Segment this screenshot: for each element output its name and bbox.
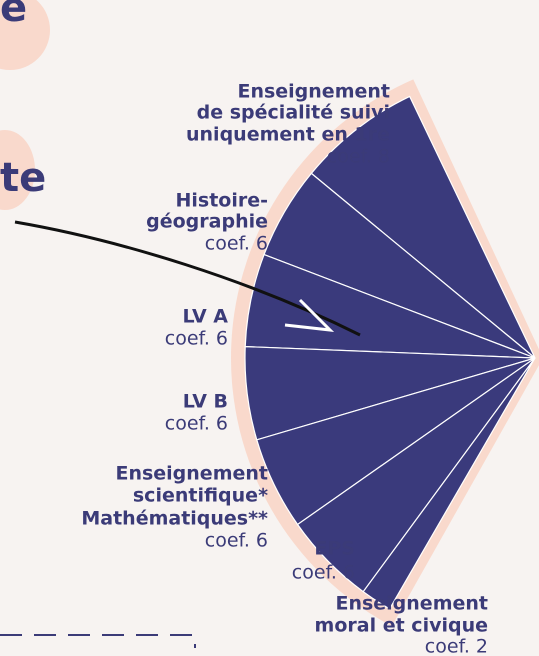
fragment: e (0, 0, 27, 31)
category-label: Enseignement (115, 463, 268, 485)
category-label: Enseignement (335, 593, 488, 615)
fragment: te (0, 155, 46, 201)
coef-label: coef. 6 (205, 530, 268, 552)
coef-label: coef. 6 (205, 233, 268, 255)
category-label: LV B (183, 391, 228, 413)
category-label: scientifique* (133, 485, 268, 507)
decor (0, 0, 50, 70)
category-label: Enseignement (237, 81, 390, 103)
coef-label: coef. 6 (165, 413, 228, 435)
coef-label: coef. 8 (327, 146, 390, 168)
category-label: Mathématiques** (81, 508, 268, 530)
fan (231, 79, 539, 627)
category-label: Histoire- (175, 190, 268, 212)
category-label: moral et civique (315, 615, 488, 637)
wedge (362, 357, 536, 610)
decor (0, 130, 35, 210)
category-label: géographie (146, 211, 268, 233)
coef-label: coef. 6 (292, 562, 355, 584)
category-label: uniquement en 1re (186, 124, 390, 146)
dashed-line (0, 634, 196, 648)
wedge (310, 95, 536, 359)
coef-label: coef. 6 (165, 328, 228, 350)
category-label: EPS (314, 538, 355, 560)
category-label: de spécialité suivi (197, 102, 390, 124)
arrow-head (284, 298, 335, 332)
category-label: LV A (182, 306, 228, 328)
coef-label: coef. 2 (425, 636, 488, 656)
